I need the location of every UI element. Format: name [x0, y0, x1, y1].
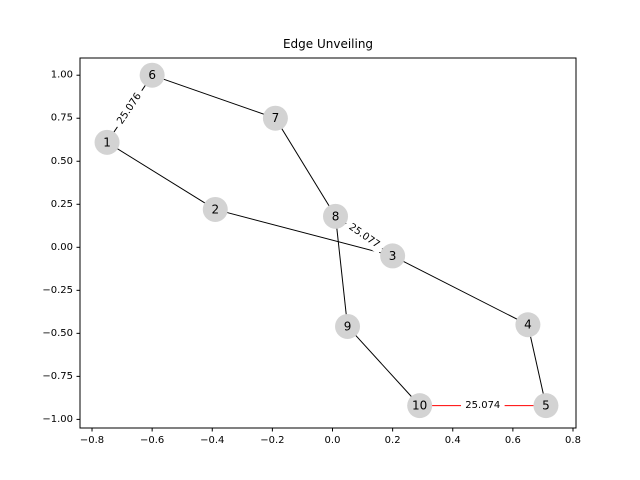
- edge-label-background: [111, 86, 148, 131]
- x-axis: −0.8 −0.6 −0.4 −0.2 0.0 0.2 0.4 0.6 0.8: [80, 428, 581, 446]
- x-tick-label: 0.8: [565, 435, 581, 446]
- y-tick-label: 0.75: [51, 113, 73, 124]
- node-label-4: 4: [524, 318, 532, 332]
- node-4: [515, 312, 541, 338]
- node-10: [407, 393, 433, 419]
- node-label-3: 3: [389, 249, 397, 263]
- x-tick-label: −0.8: [80, 435, 104, 446]
- x-tick-label: 0.2: [385, 435, 401, 446]
- node-label-5: 5: [542, 399, 550, 413]
- edge-label-10-5: 25.074: [465, 400, 500, 411]
- node-5: [533, 393, 559, 419]
- edge-label-background: [342, 217, 386, 255]
- node-2: [202, 196, 228, 222]
- edge-label-background: [461, 398, 505, 413]
- y-tick-label: −0.75: [42, 371, 73, 382]
- node-label-8: 8: [332, 209, 340, 223]
- node-1: [94, 129, 120, 155]
- edge-4-3: [392, 255, 529, 326]
- node-6: [139, 62, 165, 88]
- edge-5-4: [527, 324, 547, 406]
- edge-6-7: [151, 74, 276, 119]
- edge-2-3: [215, 208, 393, 257]
- x-tick-label: 0.6: [505, 435, 521, 446]
- y-axis: 1.00 0.75 0.50 0.25 0.00 −0.25 −0.50 −0.75 −1.00: [42, 70, 80, 425]
- chart-title: Edge Unveiling: [283, 37, 373, 51]
- x-tick-label: −0.2: [260, 435, 284, 446]
- node-label-1: 1: [103, 135, 111, 149]
- x-tick-label: 0.4: [445, 435, 461, 446]
- y-tick-label: 1.00: [51, 70, 73, 81]
- nodes-layer: 1 2 3 4 5 6 7 8 9 10: [94, 62, 559, 419]
- x-tick-label: 0.0: [325, 435, 341, 446]
- node-label-7: 7: [272, 111, 280, 125]
- x-tick-label: −0.6: [140, 435, 164, 446]
- y-tick-label: 0.00: [51, 242, 73, 253]
- node-label-10: 10: [412, 399, 427, 413]
- node-7: [262, 105, 288, 131]
- node-9: [335, 313, 361, 339]
- plot-frame: [79, 57, 577, 429]
- node-3: [380, 243, 406, 269]
- y-tick-label: 0.25: [51, 199, 73, 210]
- node-label-2: 2: [211, 202, 219, 216]
- edge-8-9: [335, 216, 349, 327]
- edge-1-2: [106, 141, 216, 210]
- edge-7-8: [274, 117, 336, 217]
- y-tick-label: −0.50: [42, 328, 73, 339]
- edge-9-10: [347, 326, 421, 406]
- node-label-6: 6: [148, 68, 156, 82]
- node-label-9: 9: [344, 319, 352, 333]
- node-8: [323, 203, 349, 229]
- y-tick-label: −0.25: [42, 285, 73, 296]
- y-tick-label: 0.50: [51, 156, 73, 167]
- y-tick-label: −1.00: [42, 414, 73, 425]
- x-tick-label: −0.4: [200, 435, 224, 446]
